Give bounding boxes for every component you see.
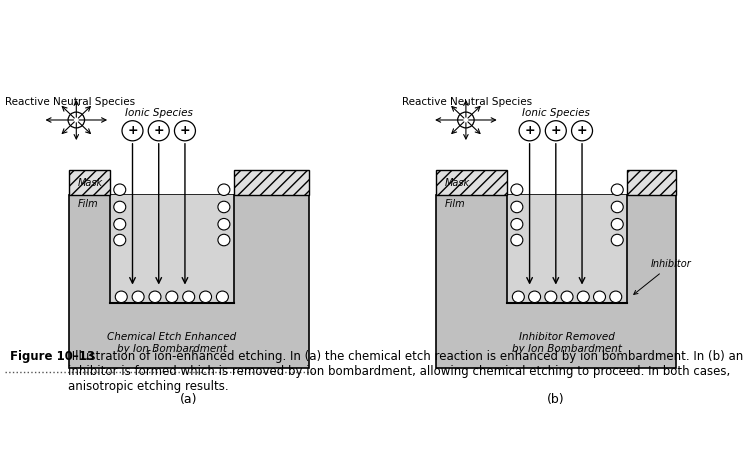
Circle shape [114, 184, 126, 196]
Text: +: + [127, 124, 138, 137]
Circle shape [511, 184, 523, 196]
Circle shape [148, 121, 169, 141]
Circle shape [519, 121, 540, 141]
Circle shape [610, 291, 622, 303]
Circle shape [611, 219, 623, 230]
Circle shape [572, 121, 593, 141]
Text: Figure 10–13: Figure 10–13 [10, 350, 95, 363]
Circle shape [561, 291, 573, 303]
Circle shape [511, 219, 523, 230]
Circle shape [218, 201, 230, 213]
Circle shape [578, 291, 590, 303]
Text: Illustration of ion-enhanced etching. In (a) the chemical etch reaction is enhan: Illustration of ion-enhanced etching. In… [68, 350, 744, 393]
Circle shape [458, 112, 475, 128]
Text: (b): (b) [547, 393, 565, 406]
Circle shape [68, 112, 84, 128]
Circle shape [115, 291, 127, 303]
Circle shape [611, 184, 623, 196]
Circle shape [199, 291, 211, 303]
Text: Ionic Species: Ionic Species [522, 108, 590, 118]
Text: Inhibitor: Inhibitor [634, 259, 692, 294]
Circle shape [149, 291, 161, 303]
Circle shape [183, 291, 195, 303]
Circle shape [166, 291, 177, 303]
Text: Inhibitor Removed
by Ion Bombardment: Inhibitor Removed by Ion Bombardment [512, 332, 622, 353]
Circle shape [174, 121, 196, 141]
Circle shape [545, 291, 556, 303]
Circle shape [114, 201, 126, 213]
Circle shape [545, 121, 566, 141]
Circle shape [217, 291, 229, 303]
Circle shape [611, 234, 623, 246]
Text: Film: Film [445, 199, 465, 209]
Bar [110, 196, 234, 303]
Bar [436, 196, 676, 368]
Text: +: + [153, 124, 164, 137]
Bar [627, 170, 676, 196]
Text: Mask: Mask [77, 178, 103, 188]
Circle shape [122, 121, 143, 141]
Circle shape [511, 234, 523, 246]
Circle shape [529, 291, 541, 303]
Bar [234, 170, 308, 196]
Bar [69, 170, 110, 196]
Bar [507, 196, 627, 303]
Text: +: + [577, 124, 587, 137]
Text: Mask: Mask [445, 178, 470, 188]
Text: Reactive Neutral Species: Reactive Neutral Species [5, 97, 135, 107]
Text: Chemical Etch Enhanced
by Ion Bombardment: Chemical Etch Enhanced by Ion Bombardmen… [108, 332, 236, 353]
Text: Ionic Species: Ionic Species [125, 108, 193, 118]
Text: +: + [180, 124, 190, 137]
Circle shape [114, 219, 126, 230]
Circle shape [512, 291, 524, 303]
Circle shape [218, 234, 230, 246]
Text: +: + [524, 124, 535, 137]
Circle shape [593, 291, 605, 303]
Circle shape [611, 201, 623, 213]
Text: +: + [550, 124, 561, 137]
Bar [436, 170, 507, 196]
Text: (a): (a) [180, 393, 198, 406]
Circle shape [218, 184, 230, 196]
Text: Film: Film [77, 199, 99, 209]
Circle shape [511, 201, 523, 213]
Text: Reactive Neutral Species: Reactive Neutral Species [402, 97, 532, 107]
Circle shape [114, 234, 126, 246]
Circle shape [132, 291, 144, 303]
Bar [69, 196, 308, 368]
Circle shape [218, 219, 230, 230]
